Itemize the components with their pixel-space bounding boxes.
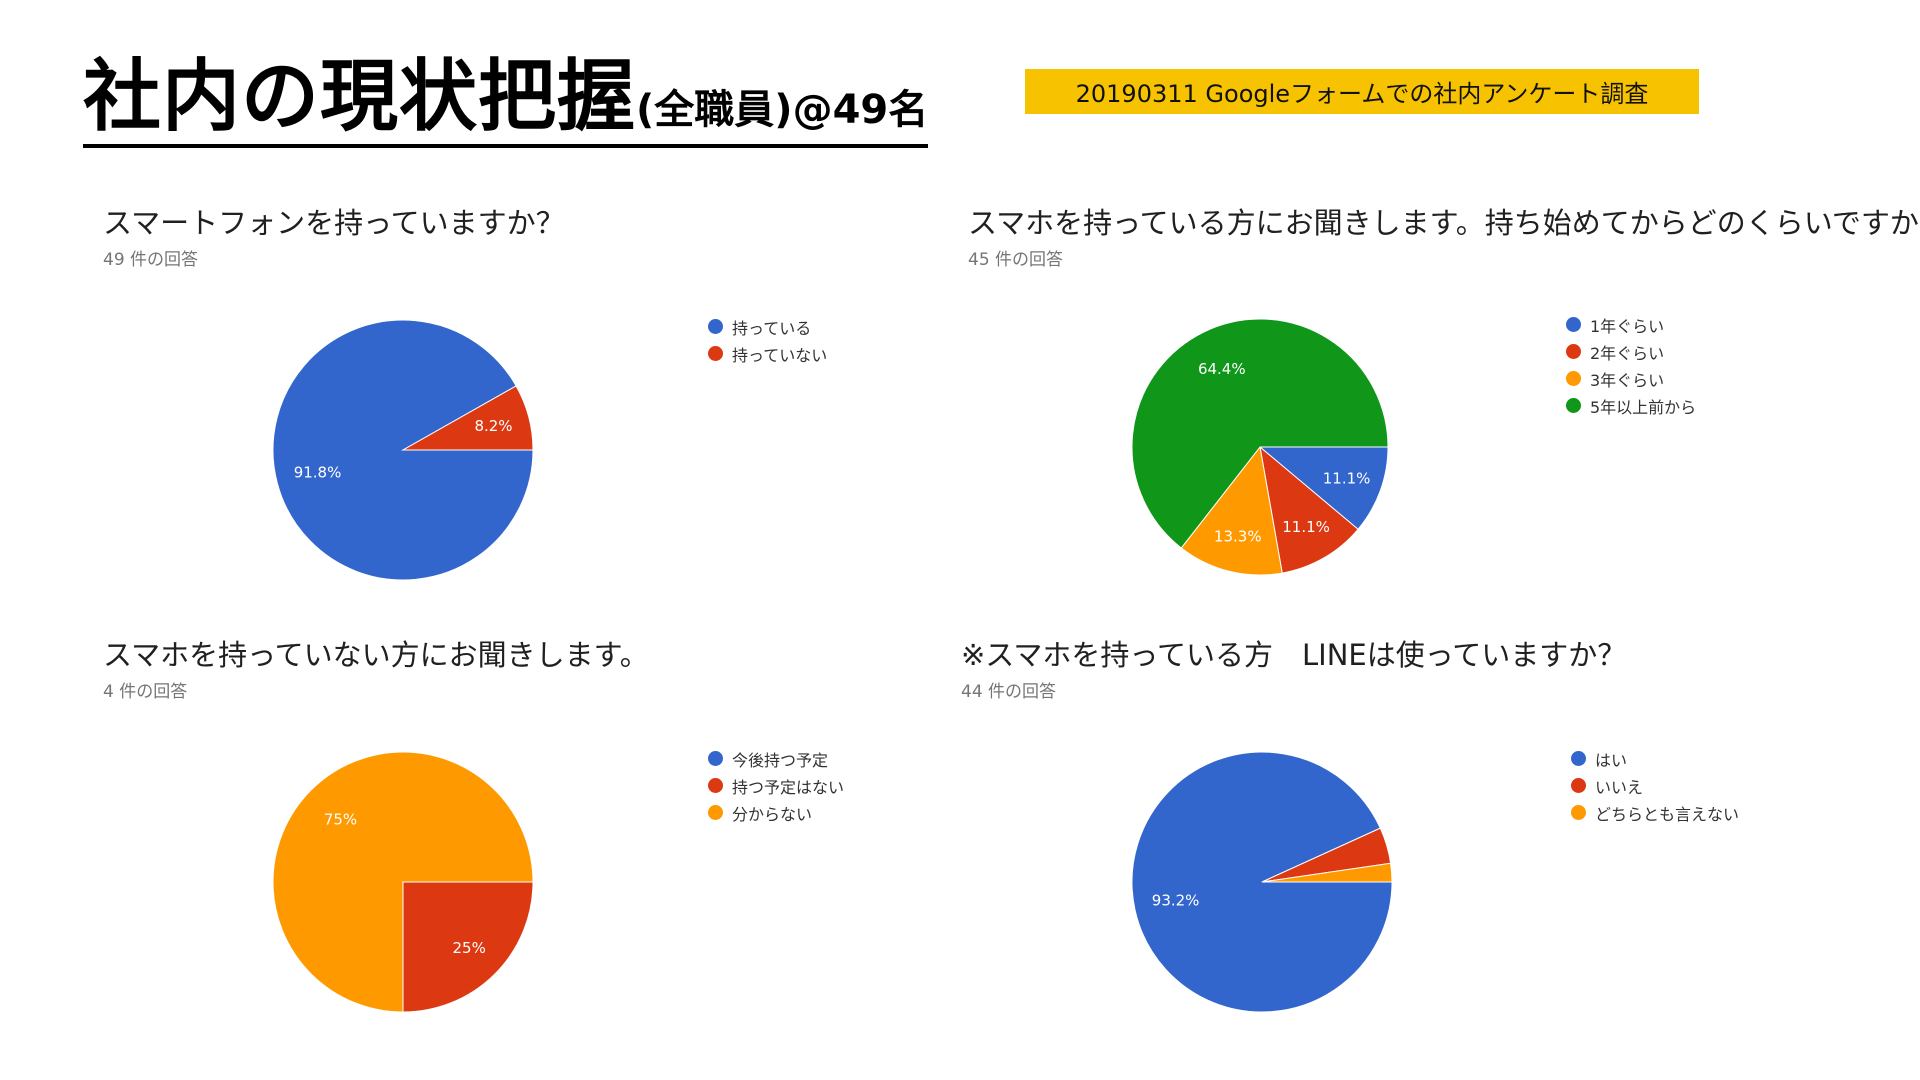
legend-label: いいえ [1595, 777, 1644, 797]
slice-data-label: 13.3% [1214, 527, 1262, 545]
survey-banner: 20190311 Googleフォームでの社内アンケート調査 [1025, 69, 1699, 114]
legend-swatch [1566, 317, 1581, 332]
legend-entry: いいえ [1571, 772, 1739, 799]
chart-legend: 1年ぐらい 2年ぐらい 3年ぐらい 5年以上前から [1566, 311, 1696, 419]
pie-slice [1261, 862, 1393, 883]
slice-data-label: 8.2% [474, 417, 512, 435]
slice-data-label: 64.4% [1198, 360, 1246, 378]
legend-entry: 分からない [708, 799, 844, 826]
slice-data-label: 11.1% [1323, 470, 1371, 488]
chart-legend: はいいいえどちらとも言えない [1571, 745, 1739, 826]
chart-legend: 今後持つ予定 持つ予定はない 分からない [708, 745, 844, 826]
legend-swatch [1571, 751, 1586, 766]
legend-entry: 3年ぐらい [1566, 365, 1696, 392]
legend-entry: 今後持つ予定 [708, 745, 844, 772]
pie-chart: 93.2% [1131, 751, 1393, 1013]
page-title-main: 社内の現状把握 [83, 52, 637, 142]
pie-slice [401, 385, 534, 451]
legend-swatch [1571, 778, 1586, 793]
legend-swatch [1571, 805, 1586, 820]
chart-title: スマホを持っている方にお聞きします。持ち始めてからどのくらいですか？ [968, 206, 1920, 240]
legend-entry: 持つ予定はない [708, 772, 844, 799]
legend-swatch [1566, 398, 1581, 413]
pie-slice [1258, 446, 1389, 530]
legend-entry: 2年ぐらい [1566, 338, 1696, 365]
pie-slice [402, 881, 534, 1013]
pie-slice [1180, 445, 1283, 576]
legend-swatch [708, 805, 723, 820]
legend-swatch [1566, 344, 1581, 359]
chart-response-count: 49 件の回答 [103, 250, 199, 270]
chart-smartphone-ownership: スマートフォンを持っていますか？ 49 件の回答 91.8% 8.2% 持っている… [103, 200, 1003, 630]
legend-entry: 5年以上前から [1566, 392, 1696, 419]
legend-label: はい [1595, 750, 1628, 770]
legend-swatch [708, 319, 723, 334]
chart-non-owner-plans: スマホを持っていない方にお聞きします。 4 件の回答 25% 75% 今後持つ予定… [103, 632, 1003, 1062]
chart-ownership-duration: スマホを持っている方にお聞きします。持ち始めてからどのくらいですか？ 45 件の… [968, 200, 1920, 630]
slice-data-label: 25% [453, 939, 486, 957]
slice-data-label: 93.2% [1152, 892, 1200, 910]
chart-response-count: 44 件の回答 [961, 682, 1057, 702]
pie-slice [1259, 445, 1359, 574]
legend-label: 1年ぐらい [1590, 316, 1665, 336]
legend-entry: はい [1571, 745, 1739, 772]
legend-label: 今後持つ予定 [732, 750, 829, 770]
slice-data-label: 75% [324, 810, 357, 828]
legend-entry: 持っている [708, 313, 827, 340]
page-title-sub: (全職員)@49名 [636, 87, 929, 133]
legend-swatch [708, 346, 723, 361]
legend-label: どちらとも言えない [1595, 804, 1740, 824]
legend-swatch [708, 751, 723, 766]
chart-title: スマートフォンを持っていますか？ [103, 206, 565, 240]
pie-chart: 25% 75% [272, 751, 534, 1013]
chart-title: ※スマホを持っている方 LINEは使っていますか？ [961, 638, 1627, 672]
slice-data-label: 91.8% [294, 464, 342, 482]
chart-legend: 持っている持っていない [708, 313, 827, 367]
pie-slice [1131, 751, 1393, 1013]
chart-response-count: 45 件の回答 [968, 250, 1064, 270]
legend-label: 分からない [732, 804, 813, 824]
legend-label: 持つ予定はない [732, 777, 845, 797]
pie-slice [272, 751, 534, 1013]
legend-label: 3年ぐらい [1590, 370, 1665, 390]
legend-label: 5年以上前から [1590, 397, 1697, 417]
chart-response-count: 4 件の回答 [103, 682, 188, 702]
legend-entry: どちらとも言えない [1571, 799, 1739, 826]
chart-line-usage: ※スマホを持っている方 LINEは使っていますか？ 44 件の回答 93.2% … [961, 632, 1861, 1062]
pie-slice [1131, 318, 1389, 549]
pie-chart: 91.8% 8.2% [272, 319, 534, 581]
legend-label: 2年ぐらい [1590, 343, 1665, 363]
legend-swatch [1566, 371, 1581, 386]
chart-title: スマホを持っていない方にお聞きします。 [103, 638, 649, 672]
legend-label: 持っていない [732, 345, 828, 365]
page-title: 社内の現状把握(全職員)@49名 [83, 58, 929, 148]
legend-label: 持っている [732, 318, 812, 338]
legend-entry: 持っていない [708, 340, 827, 367]
slice-data-label: 11.1% [1282, 518, 1330, 536]
pie-chart: 11.1% 11.1% 13.3% 64.4% [1131, 318, 1389, 576]
legend-swatch [708, 778, 723, 793]
legend-entry: 1年ぐらい [1566, 311, 1696, 338]
